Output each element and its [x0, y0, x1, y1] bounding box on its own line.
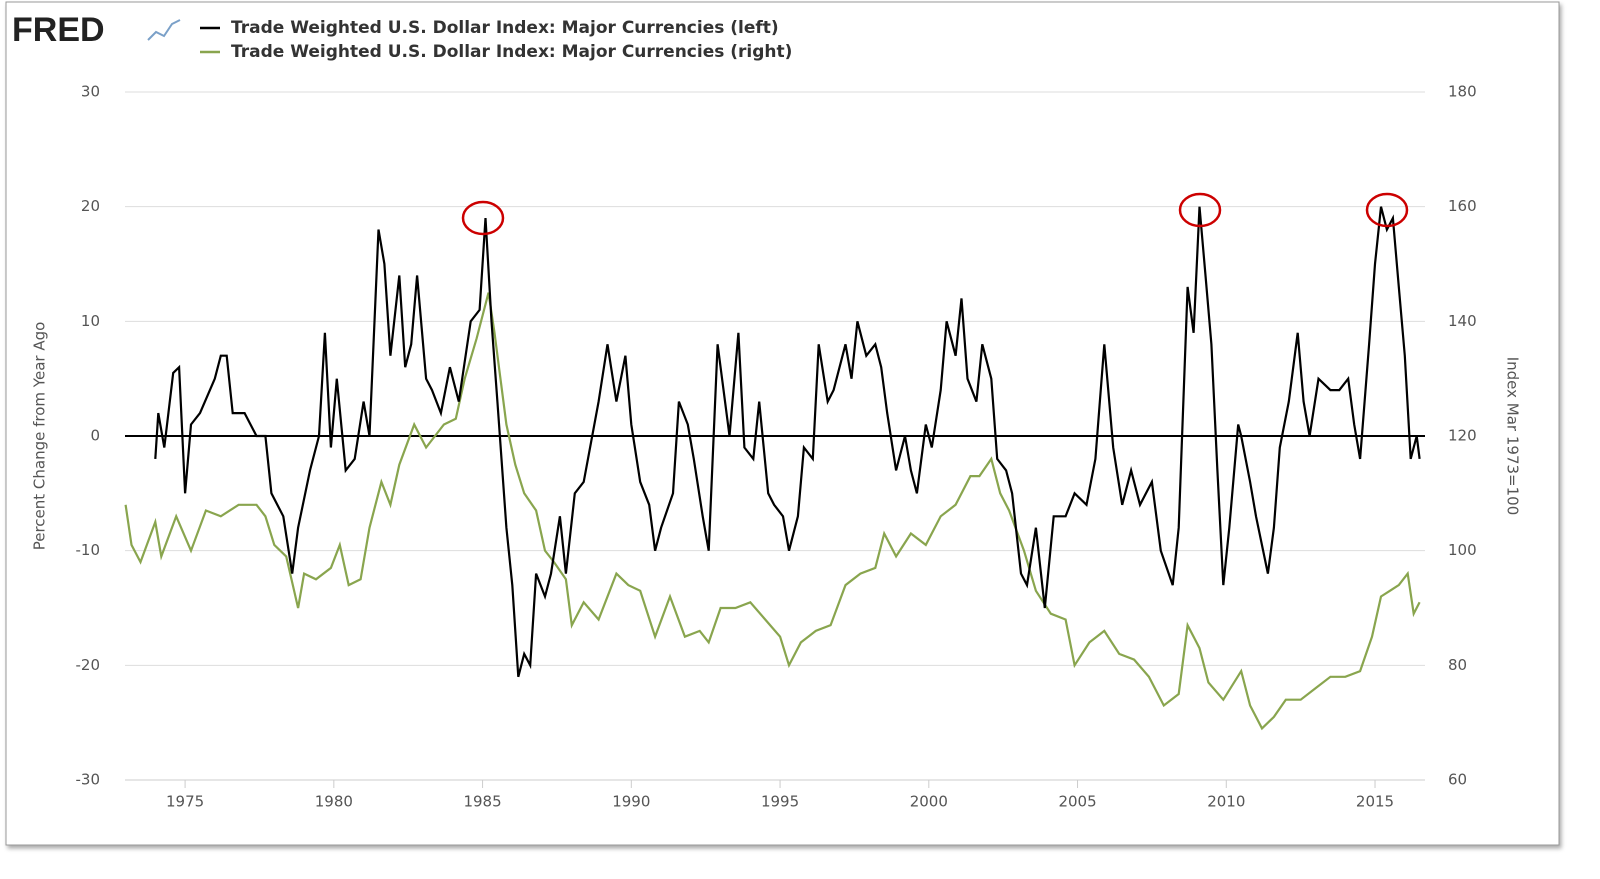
highlight-circle — [1178, 192, 1222, 228]
highlight-circle — [461, 200, 505, 236]
x-tick-label: 1980 — [315, 793, 353, 811]
y2-tick-label: 100 — [1448, 541, 1477, 559]
series-line — [154, 206, 1421, 678]
y-tick-label: 30 — [81, 83, 100, 101]
legend-label: Trade Weighted U.S. Dollar Index: Major … — [231, 42, 792, 62]
x-tick-label: 1975 — [166, 793, 204, 811]
y2-tick-label: 160 — [1448, 197, 1477, 215]
highlight-circle — [1365, 192, 1409, 228]
y-axis-label: Percent Change from Year Ago — [31, 322, 49, 551]
y2-tick-label: 140 — [1448, 312, 1477, 330]
logo: FRED — [12, 11, 105, 49]
legend-label: Trade Weighted U.S. Dollar Index: Major … — [231, 18, 779, 38]
y2-tick-label: 120 — [1448, 427, 1477, 445]
x-tick-label: 2015 — [1356, 793, 1394, 811]
y-tick-label: 10 — [81, 312, 100, 330]
frame — [5, 1, 1560, 846]
y2-tick-label: 80 — [1448, 656, 1467, 674]
y-tick-label: -30 — [76, 771, 101, 789]
y-tick-label: 0 — [90, 427, 100, 445]
x-tick-label: 1990 — [612, 793, 650, 811]
x-tick-label: 2005 — [1058, 793, 1096, 811]
y2-tick-label: 180 — [1448, 83, 1477, 101]
x-tick-label: 2000 — [910, 793, 948, 811]
series-line — [124, 292, 1421, 731]
y-tick-label: 20 — [81, 197, 100, 215]
y2-tick-label: 60 — [1448, 771, 1467, 789]
y2-axis-label: Index Mar 1973=100 — [1504, 357, 1522, 516]
y-tick-label: -20 — [76, 656, 101, 674]
x-tick-label: 1995 — [761, 793, 799, 811]
y-tick-label: -10 — [76, 541, 101, 559]
logo-icon — [147, 19, 181, 41]
x-tick-label: 2010 — [1207, 793, 1245, 811]
x-tick-label: 1985 — [463, 793, 501, 811]
